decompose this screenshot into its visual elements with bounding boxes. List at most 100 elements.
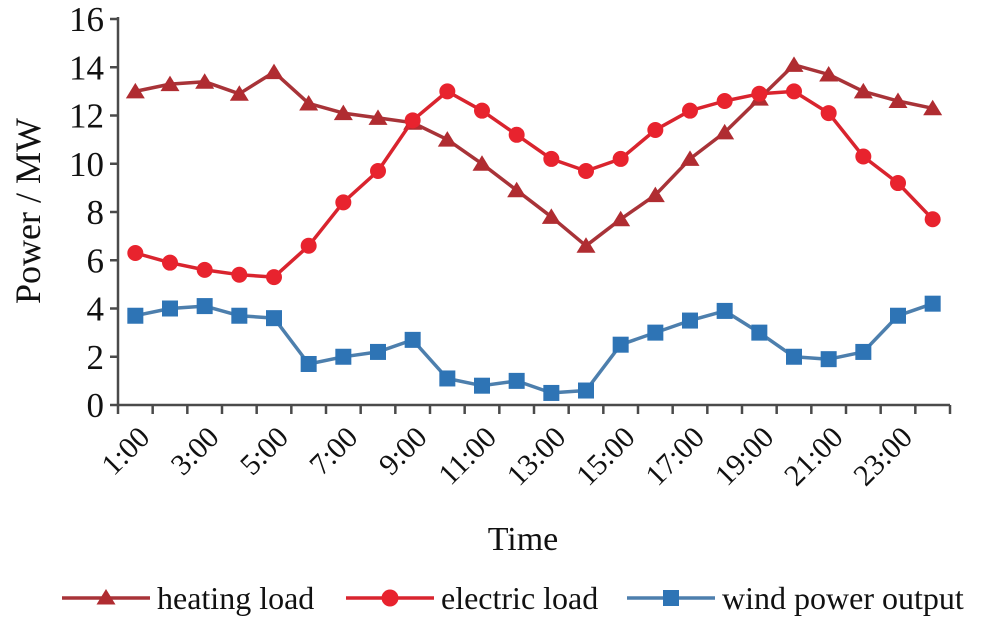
marker-wind-power-output <box>820 351 837 368</box>
marker-wind-power-output <box>404 331 421 348</box>
marker-heating-load <box>888 92 908 109</box>
marker-electric-load <box>543 150 560 167</box>
marker-heating-load <box>611 210 631 227</box>
x-tick-label: 7:00 <box>303 421 364 482</box>
x-tick-label: 3:00 <box>165 421 226 482</box>
wind-power-square-icon <box>663 590 679 606</box>
marker-heating-load <box>264 63 284 80</box>
marker-heating-load <box>923 99 943 116</box>
marker-electric-load <box>127 245 144 262</box>
x-tick-label: 9:00 <box>373 421 434 482</box>
marker-wind-power-output <box>196 298 213 315</box>
marker-wind-power-output <box>266 310 282 327</box>
plot-area: 0 2 4 6 8 10 12 14 16 1:00 3:00 5:00 7:00 9:0011:0013… <box>69 0 952 493</box>
marker-heating-load <box>368 109 388 125</box>
marker-wind-power-output <box>786 348 802 365</box>
marker-wind-power-output <box>890 307 906 324</box>
marker-electric-load <box>647 121 664 138</box>
legend-label-wind-power-output: wind power output <box>722 580 964 616</box>
marker-electric-load <box>335 194 352 211</box>
marker-wind-power-output <box>855 343 872 360</box>
marker-electric-load <box>439 83 456 100</box>
y-tick-label: 2 <box>87 338 105 377</box>
marker-electric-load <box>370 162 386 179</box>
marker-wind-power-output <box>300 355 317 372</box>
marker-wind-power-output <box>439 370 456 387</box>
marker-wind-power-output <box>162 300 178 317</box>
marker-wind-power-output <box>231 307 248 324</box>
y-tick-label: 12 <box>69 97 104 136</box>
y-tick-label: 10 <box>69 145 104 184</box>
marker-electric-load <box>196 261 213 278</box>
marker-electric-load <box>266 269 282 286</box>
marker-wind-power-output <box>578 382 594 399</box>
series-line-wind-power-output <box>134 302 934 395</box>
marker-electric-load <box>231 266 248 283</box>
marker-electric-load <box>474 102 490 119</box>
marker-heating-load <box>784 56 804 72</box>
marker-wind-power-output <box>543 384 560 401</box>
marker-heating-load <box>160 75 180 92</box>
marker-heating-load <box>333 104 353 121</box>
legend-item-wind-power-output: wind power output <box>627 580 964 616</box>
marker-electric-load <box>578 162 594 179</box>
y-tick-label: 6 <box>87 241 105 280</box>
marker-heating-load <box>715 123 735 140</box>
marker-wind-power-output <box>924 295 941 312</box>
marker-heating-load <box>853 82 873 99</box>
marker-heating-load <box>507 181 527 198</box>
y-tick-label: 16 <box>69 0 104 39</box>
x-tick-label: 15:00 <box>570 421 642 493</box>
x-tick-label: 23:00 <box>847 421 919 493</box>
marker-electric-load <box>612 150 629 167</box>
marker-wind-power-output <box>716 302 733 319</box>
marker-wind-power-output <box>508 372 525 389</box>
marker-wind-power-output <box>612 336 629 353</box>
marker-electric-load <box>890 175 906 192</box>
heating-load-triangle-icon <box>96 589 116 605</box>
marker-heating-load <box>195 73 215 89</box>
marker-wind-power-output <box>335 348 352 365</box>
marker-heating-load <box>472 155 492 171</box>
x-tick-label: 19:00 <box>709 421 781 493</box>
y-tick-label: 0 <box>87 386 105 425</box>
marker-electric-load <box>682 102 698 119</box>
electric-load-circle-icon <box>381 589 399 607</box>
x-tick-label: 21:00 <box>778 421 850 493</box>
marker-wind-power-output <box>127 307 144 324</box>
x-tick-label: 11:00 <box>432 421 503 492</box>
x-tick-label: 1:00 <box>95 421 156 482</box>
marker-electric-load <box>162 254 178 271</box>
x-tick-label: 13:00 <box>501 421 573 493</box>
legend-label-electric-load: electric load <box>441 580 598 616</box>
x-axis-title: Time <box>488 521 559 558</box>
marker-heating-load <box>680 150 700 166</box>
marker-heating-load <box>299 94 319 111</box>
series-line-heating-load <box>134 63 934 248</box>
legend-label-heating-load: heating load <box>157 580 314 616</box>
marker-electric-load <box>924 211 941 228</box>
marker-heating-load <box>541 208 561 224</box>
marker-electric-load <box>508 126 525 143</box>
legend-item-electric-load: electric load <box>346 580 598 616</box>
marker-heating-load <box>437 131 457 147</box>
marker-heating-load <box>125 82 145 99</box>
marker-electric-load <box>300 237 317 254</box>
marker-wind-power-output <box>751 324 768 341</box>
marker-electric-load <box>855 148 872 165</box>
y-tick-label: 4 <box>87 290 105 329</box>
marker-heating-load <box>819 65 839 82</box>
y-axis-title: Power / MW <box>8 118 48 304</box>
marker-wind-power-output <box>370 343 386 360</box>
marker-heating-load <box>576 237 596 253</box>
marker-electric-load <box>404 112 421 129</box>
marker-electric-load <box>786 83 802 100</box>
marker-heating-load <box>645 186 665 203</box>
marker-electric-load <box>716 93 733 110</box>
marker-electric-load <box>751 85 768 102</box>
marker-wind-power-output <box>682 312 698 329</box>
marker-wind-power-output <box>647 324 664 341</box>
x-tick-label: 17:00 <box>639 421 711 493</box>
